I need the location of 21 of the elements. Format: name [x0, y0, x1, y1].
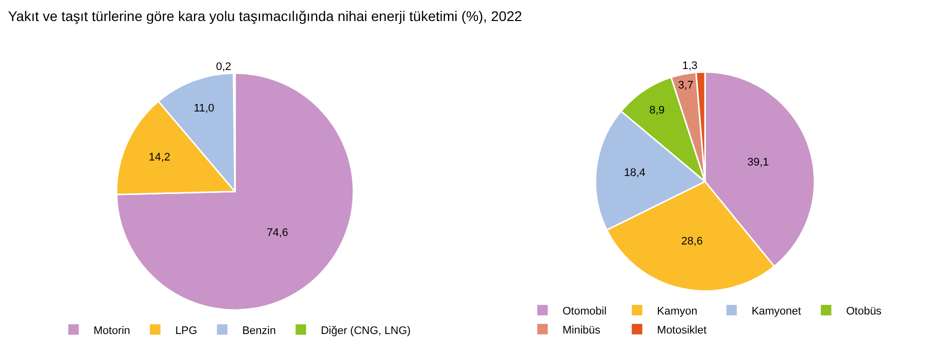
data-label: 8,9 [649, 104, 665, 116]
legend-label: LPG [175, 324, 198, 337]
data-label: 39,1 [747, 156, 769, 169]
legend-label: Otomobil [562, 305, 607, 318]
legend-label: Motorin [94, 324, 130, 337]
data-label: 1,3 [682, 60, 698, 72]
legend-label: Motosiklet [657, 324, 707, 336]
legend-label: Diğer (CNG, LNG) [320, 324, 411, 337]
legend-label: Kamyon [657, 305, 698, 318]
data-label: 28,6 [681, 236, 703, 248]
legend-label: Minibüs [562, 324, 601, 336]
data-label: 3,7 [678, 79, 694, 92]
data-label: 74,6 [266, 226, 288, 239]
data-label: 14,2 [148, 152, 170, 164]
data-label: 18,4 [624, 167, 646, 180]
data-label: 11,0 [194, 102, 214, 115]
chart-title: Yakıt ve taşıt türlerine göre kara yolu taşımacılığında nihai enerji tüketimi (%), 2022 [8, 8, 522, 24]
legend-label: Kamyonet [752, 305, 802, 318]
data-label: 0,2 [216, 61, 232, 74]
legend-label: Otobüs [846, 305, 882, 318]
legend-label: Benzin [242, 324, 276, 337]
